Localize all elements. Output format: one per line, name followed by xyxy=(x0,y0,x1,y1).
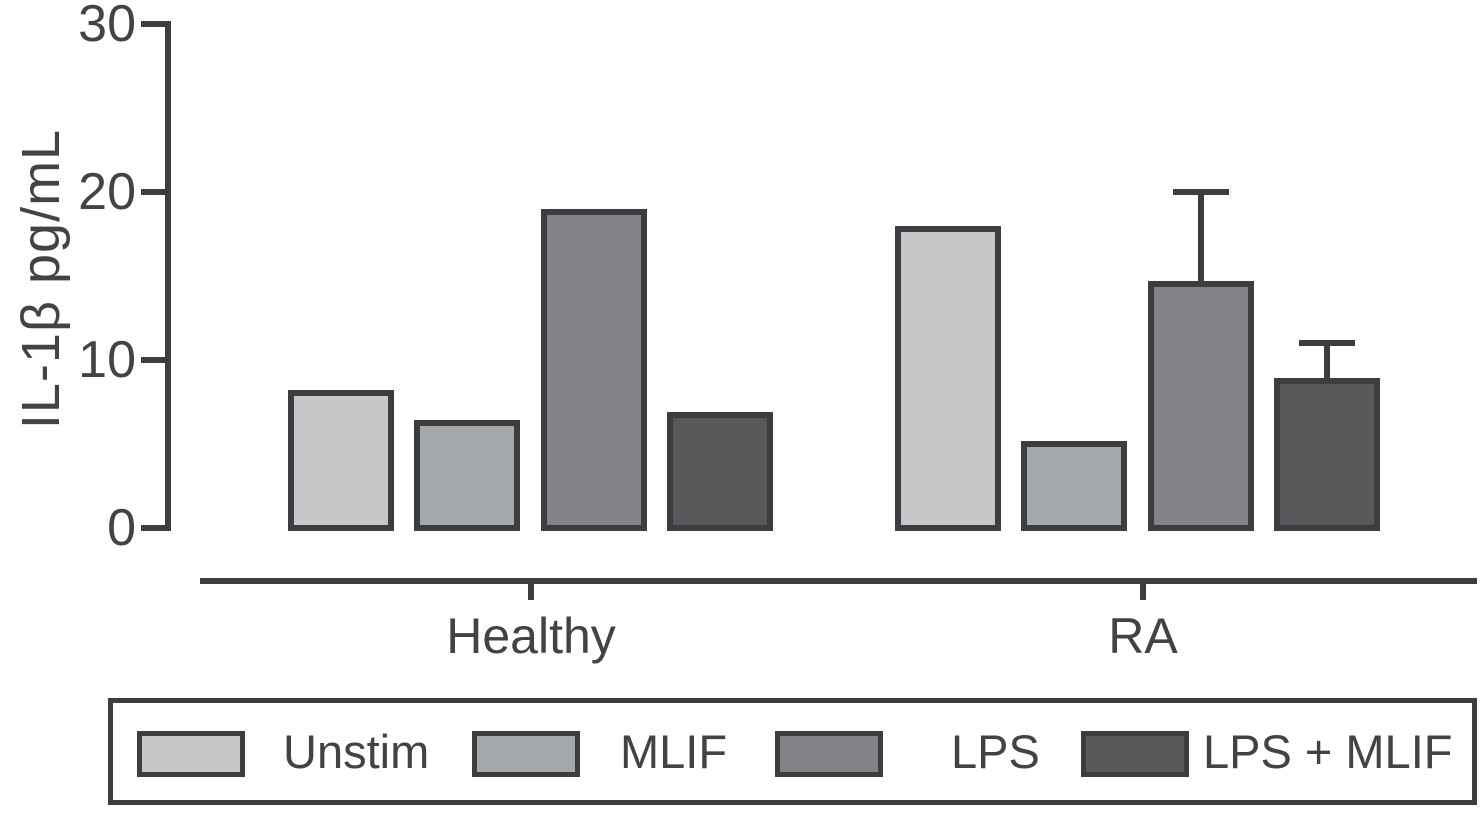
y-axis-tick xyxy=(141,21,165,27)
x-axis-tick xyxy=(1140,584,1146,600)
legend-swatch-lps-mlif xyxy=(1081,731,1189,777)
x-axis-tick xyxy=(528,584,534,600)
error-bar-cap xyxy=(1299,340,1355,346)
y-axis-tick-label: 20 xyxy=(78,163,136,221)
legend-swatch-mlif xyxy=(472,731,580,777)
error-bar-stem xyxy=(1324,343,1330,380)
y-axis-tick xyxy=(141,357,165,363)
y-axis-tick xyxy=(141,189,165,195)
error-bar-stem xyxy=(1198,192,1204,283)
y-axis-tick-label: 10 xyxy=(78,331,136,389)
legend-swatch-unstim xyxy=(137,731,245,777)
bar-healthy-lps xyxy=(541,209,647,531)
legend-swatch-lps xyxy=(775,731,883,777)
bar-ra-mlif xyxy=(1021,441,1127,531)
bar-ra-lps xyxy=(1148,281,1254,531)
group-label-ra: RA xyxy=(1108,608,1178,664)
y-axis-tick-label: 0 xyxy=(107,499,136,557)
y-axis-tick-label: 30 xyxy=(78,0,136,53)
legend-label-unstim: Unstim xyxy=(283,725,430,778)
legend xyxy=(108,698,1477,805)
legend-label-lps-mlif: LPS + MLIF xyxy=(1203,725,1453,778)
legend-label-mlif: MLIF xyxy=(620,725,728,778)
group-label-healthy: Healthy xyxy=(446,608,616,664)
bar-healthy-unstim xyxy=(288,390,394,531)
legend-label-lps: LPS xyxy=(951,725,1040,778)
bar-healthy-lps-mlif xyxy=(667,412,773,531)
bar-ra-lps-mlif xyxy=(1274,378,1380,531)
x-axis-line xyxy=(200,578,1477,584)
bar-ra-unstim xyxy=(895,226,1001,531)
y-axis-tick xyxy=(141,525,165,531)
y-axis-line xyxy=(165,21,171,531)
error-bar-cap xyxy=(1173,189,1229,195)
bar-healthy-mlif xyxy=(414,420,520,531)
